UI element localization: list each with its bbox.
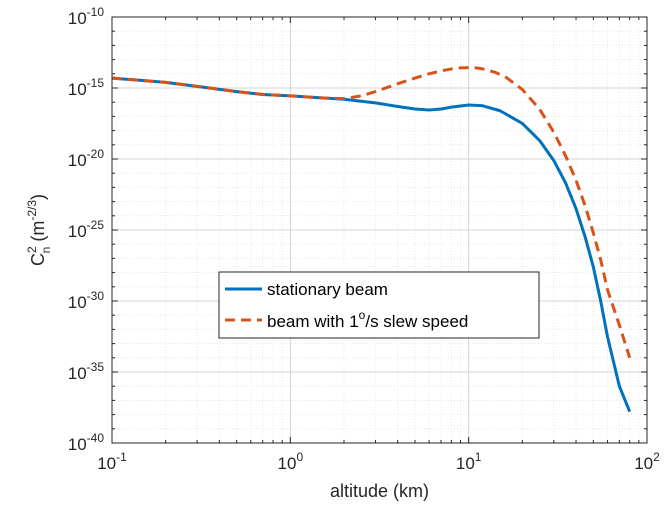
y-tick-label: 10-40 (68, 431, 105, 454)
x-tick-label: 10-1 (97, 450, 127, 473)
legend-box (218, 271, 540, 339)
x-tick-label: 101 (456, 450, 482, 473)
legend: stationary beam beam with 1o/s slew spee… (218, 271, 540, 339)
legend-label-slew: beam with 1o/s slew speed (267, 308, 468, 331)
x-tick-label: 102 (634, 450, 660, 473)
legend-label-stationary: stationary beam (267, 280, 388, 299)
x-axis-label: altitude (km) (330, 481, 429, 501)
x-tick-label: 100 (278, 450, 304, 473)
series-layer (111, 66, 632, 413)
y-tick-label: 10-25 (68, 218, 105, 241)
y-tick-label: 10-30 (68, 289, 105, 312)
y-axis-label-base: C (28, 253, 48, 266)
y-tick-label: 10-35 (68, 360, 105, 383)
series-line-slew-beam (111, 66, 632, 359)
y-axis-label-unit-open: (m (28, 221, 48, 242)
x-tick-labels: 10-1 100 101 102 (97, 450, 660, 473)
y-tick-label: 10-20 (68, 147, 105, 170)
y-axis-label-sup: 2 (25, 246, 39, 253)
y-tick-labels: 10-10 10-15 10-20 10-25 10-30 10-35 10-40 (68, 5, 105, 454)
svg-text:C2n(m-2/3): C2n (m-2/3) (25, 194, 53, 266)
y-axis-label-unit-close: ) (28, 194, 48, 200)
tick-marks (111, 16, 648, 444)
y-axis-label: C2n (m-2/3) (25, 194, 53, 266)
y-axis-label-unit-sup: -2/3 (25, 200, 39, 221)
y-tick-label: 10-15 (68, 76, 105, 99)
y-axis-label-sub: n (39, 247, 53, 254)
y-tick-label: 10-10 (68, 5, 105, 28)
